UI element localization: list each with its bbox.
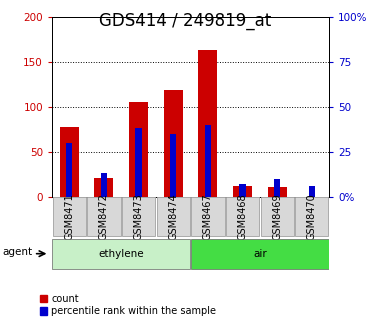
- Text: GSM8474: GSM8474: [168, 193, 178, 240]
- Legend: count, percentile rank within the sample: count, percentile rank within the sample: [40, 294, 216, 316]
- Bar: [239, 184, 246, 197]
- Bar: [226, 197, 259, 236]
- Bar: [136, 128, 142, 197]
- Bar: [170, 134, 176, 197]
- Bar: [52, 239, 190, 269]
- Bar: [268, 187, 287, 197]
- Bar: [87, 197, 121, 236]
- Bar: [60, 127, 79, 197]
- Text: GSM8470: GSM8470: [307, 193, 317, 240]
- Text: GSM8468: GSM8468: [238, 194, 248, 240]
- Bar: [261, 197, 294, 236]
- Text: agent: agent: [3, 247, 33, 257]
- Bar: [66, 143, 72, 197]
- Bar: [205, 125, 211, 197]
- Text: GSM8467: GSM8467: [203, 193, 213, 240]
- Bar: [295, 197, 328, 236]
- Bar: [191, 197, 224, 236]
- Bar: [309, 186, 315, 197]
- Text: ethylene: ethylene: [99, 249, 144, 259]
- Bar: [274, 179, 280, 197]
- Text: GDS414 / 249819_at: GDS414 / 249819_at: [99, 12, 271, 30]
- Bar: [191, 239, 329, 269]
- Bar: [233, 186, 252, 197]
- Bar: [157, 197, 190, 236]
- Text: GSM8473: GSM8473: [134, 193, 144, 240]
- Text: air: air: [253, 249, 267, 259]
- Bar: [122, 197, 155, 236]
- Text: GSM8472: GSM8472: [99, 193, 109, 240]
- Text: GSM8469: GSM8469: [272, 194, 282, 240]
- Bar: [94, 178, 114, 197]
- Bar: [129, 102, 148, 197]
- Bar: [101, 173, 107, 197]
- Bar: [164, 90, 183, 197]
- Bar: [198, 50, 218, 197]
- Text: GSM8471: GSM8471: [64, 193, 74, 240]
- Bar: [53, 197, 86, 236]
